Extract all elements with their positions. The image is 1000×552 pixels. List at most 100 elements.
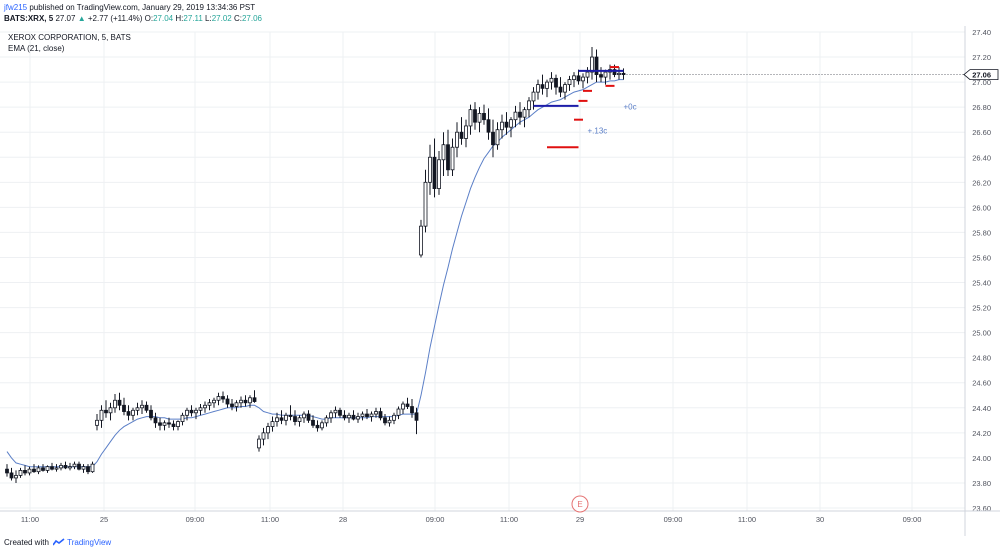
y-tick-label: 24.80 <box>972 354 991 363</box>
candle-body <box>441 144 446 161</box>
y-tick-label: 26.00 <box>972 203 991 212</box>
candle-body <box>428 156 432 183</box>
candle-body <box>545 81 549 89</box>
candle-body <box>432 156 437 189</box>
y-tick-label: 25.60 <box>972 253 991 262</box>
candle-body <box>612 69 617 75</box>
author-link[interactable]: jfw215 <box>4 3 28 12</box>
candle-body <box>185 409 189 416</box>
price-chart[interactable]: 11:00 25 09:00 11:00 28 09:00 11:00 29 09:00 11:0… <box>0 26 1000 536</box>
last-price-value: 27.06 <box>972 71 991 80</box>
ema-line <box>6 79 624 468</box>
candle-body <box>540 84 545 89</box>
candle-body <box>455 131 459 148</box>
candle-body <box>509 119 513 128</box>
close-label: C: <box>233 14 242 23</box>
candle-body <box>374 411 378 415</box>
candle-body <box>594 56 599 75</box>
candle-body <box>500 121 504 131</box>
candle-body <box>342 414 347 419</box>
created-with-label: Created with <box>4 538 49 547</box>
open-value: 27.04 <box>153 14 174 23</box>
y-tick-label: 25.00 <box>972 329 991 338</box>
candle-body <box>270 421 275 427</box>
candle-body <box>9 472 14 479</box>
candle-body <box>113 399 117 409</box>
chart-area[interactable]: 11:00 25 09:00 11:00 28 09:00 11:00 29 09:00 11:0… <box>0 26 1000 541</box>
candle-body <box>410 406 414 414</box>
candle-body <box>302 413 306 419</box>
candle-body <box>153 417 158 424</box>
candle-body <box>356 416 360 420</box>
y-tick-label: 23.60 <box>972 504 991 513</box>
x-tick-label: 11:00 <box>738 515 756 524</box>
candle-body <box>207 402 212 406</box>
open-label: O: <box>144 14 154 23</box>
earnings-marker <box>571 495 589 513</box>
candle-body <box>284 414 288 421</box>
quote-line: BATS:XRX, 5 27.07 ▲ +2.77 (+11.4%) O:27.… <box>4 13 262 24</box>
y-tick-label: 26.40 <box>972 153 991 162</box>
candle-body <box>392 414 396 421</box>
candle-body <box>333 409 338 414</box>
candle-body <box>86 466 90 473</box>
candle-body <box>194 409 198 414</box>
candle-body <box>5 468 9 474</box>
candle-body <box>122 404 126 412</box>
candle-body <box>131 409 135 416</box>
candle-body <box>45 466 50 471</box>
candle-body <box>536 84 540 93</box>
candle-body <box>261 432 266 440</box>
candle-body <box>513 111 518 121</box>
candle-body <box>99 409 104 421</box>
candle-body <box>414 412 419 421</box>
y-tick-label: 24.60 <box>972 379 991 388</box>
candle-body <box>572 75 576 81</box>
publish-info: jfw215 published on TradingView.com, Jan… <box>4 2 255 13</box>
high-value: 27.11 <box>183 14 203 23</box>
x-tick-label: 28 <box>339 515 347 524</box>
candle-body <box>243 399 248 404</box>
candle-body <box>423 181 428 227</box>
candle-body <box>599 74 603 78</box>
candle-body <box>468 109 473 127</box>
x-tick-label: 11:00 <box>500 515 518 524</box>
x-tick-label: 29 <box>576 515 584 524</box>
publish-text: published on TradingView.com, January 29… <box>29 3 256 12</box>
candle-body <box>180 414 185 422</box>
tradingview-brand[interactable]: TradingView <box>67 538 112 547</box>
candle-body <box>41 467 45 471</box>
y-tick-label: 26.80 <box>972 103 991 112</box>
y-tick-label: 27.40 <box>972 28 991 37</box>
candle-body <box>554 77 558 88</box>
candle-body <box>365 413 369 417</box>
candle-body <box>369 413 374 417</box>
candle-body <box>18 470 23 476</box>
candle-body <box>464 125 468 139</box>
candle-body <box>167 422 171 425</box>
symbol-label: BATS:XRX, 5 <box>4 14 54 23</box>
candle-body <box>36 467 41 473</box>
candle-body <box>320 422 324 429</box>
candle-body <box>95 419 99 426</box>
candle-body <box>225 398 230 405</box>
legend-title: XEROX CORPORATION, 5, BATS <box>8 33 131 42</box>
candle-body <box>329 412 333 419</box>
candle-body <box>189 409 194 414</box>
x-tick-label: 09:00 <box>426 515 445 524</box>
candle-body <box>491 131 495 146</box>
candle-body <box>23 470 27 474</box>
candle-body <box>234 402 239 407</box>
candle-body <box>621 72 626 75</box>
candle-body <box>27 468 32 474</box>
candle-body <box>522 109 527 118</box>
y-tick-label: 25.40 <box>972 279 991 288</box>
candle-body <box>90 463 95 473</box>
y-tick-label: 23.80 <box>972 479 991 488</box>
y-tick-label: 24.00 <box>972 454 991 463</box>
candle-body <box>230 403 234 407</box>
x-tick-label: 09:00 <box>186 515 205 524</box>
low-value: 27.02 <box>211 14 232 23</box>
candle-body <box>446 144 450 171</box>
candle-body <box>387 419 392 424</box>
